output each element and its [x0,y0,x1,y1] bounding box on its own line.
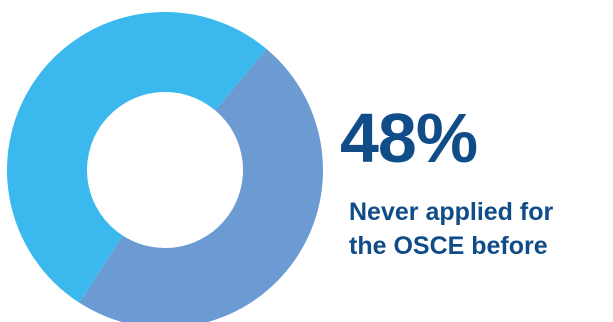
caption-line-2: the OSCE before [349,232,548,260]
donut-slice-1 [79,48,323,322]
highlight-percentage: 48% [340,99,478,177]
highlight-caption: Never applied for the OSCE before [349,195,553,263]
donut-slice-2 [7,12,267,303]
caption-line-1: Never applied for [349,198,554,226]
donut-chart [7,12,323,322]
